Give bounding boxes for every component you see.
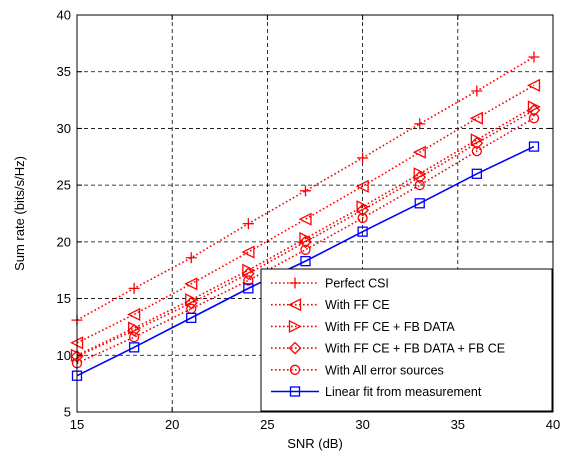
- legend-entry: With All error sources: [271, 363, 444, 377]
- data-point: [127, 307, 141, 322]
- legend-label: With All error sources: [325, 363, 444, 377]
- data-point: [356, 203, 370, 217]
- legend-marker: [288, 341, 302, 355]
- x-tick-label: 25: [260, 417, 274, 432]
- x-tick-label: 35: [451, 417, 465, 432]
- legend-marker: [289, 277, 301, 289]
- data-point: [528, 141, 540, 152]
- x-tick-label: 20: [165, 417, 179, 432]
- x-tick-label: 30: [355, 417, 369, 432]
- data-point: [413, 170, 427, 184]
- data-point: [469, 111, 483, 125]
- data-point: [414, 179, 425, 191]
- legend-marker: [289, 364, 301, 375]
- data-point: [241, 267, 255, 281]
- series-6: [71, 141, 540, 381]
- x-tick-label: 40: [546, 417, 560, 432]
- legend-label: Perfect CSI: [325, 277, 389, 291]
- legend-box: [260, 268, 553, 412]
- data-point: [414, 118, 426, 130]
- data-point: [184, 296, 198, 310]
- series-line: [76, 145, 535, 377]
- y-tick-label: 5: [64, 405, 71, 420]
- y-axis-label: Sum rate (bits/s/Hz): [12, 156, 27, 271]
- series-line: [76, 117, 535, 364]
- data-point: [243, 283, 254, 294]
- data-point: [128, 331, 140, 343]
- legend-entry: With FF CE + FB DATA: [271, 319, 455, 334]
- y-tick-label: 15: [57, 291, 71, 306]
- data-point: [471, 85, 483, 97]
- data-point: [471, 168, 482, 179]
- legend-entry: Linear fit from measurement: [271, 385, 482, 399]
- y-tick-label: 40: [57, 8, 71, 23]
- plot-frame: [76, 14, 554, 413]
- legend-entry: With FF CE + FB DATA + FB CE: [271, 342, 505, 356]
- data-point: [471, 145, 482, 157]
- legend-entry: Perfect CSI: [271, 277, 389, 291]
- data-point: [243, 275, 254, 286]
- data-point: [357, 226, 368, 237]
- data-point: [527, 103, 541, 117]
- data-point: [528, 51, 540, 63]
- data-point: [414, 198, 425, 209]
- y-tick-label: 35: [57, 64, 71, 79]
- data-point: [242, 218, 254, 230]
- y-tick-label: 25: [57, 178, 71, 193]
- series-line: [76, 84, 535, 344]
- legend-marker: [288, 298, 302, 312]
- y-tick-label: 30: [57, 121, 71, 136]
- legend-label: With FF CE + FB DATA + FB CE: [325, 342, 505, 356]
- data-point: [128, 282, 140, 294]
- data-point: [527, 78, 541, 92]
- legend-label: With FF CE + FB DATA: [325, 320, 455, 334]
- data-point: [412, 145, 426, 159]
- legend-label: With FF CE: [325, 298, 390, 312]
- data-point: [186, 312, 197, 324]
- data-point: [299, 185, 311, 197]
- data-point: [299, 235, 312, 249]
- legend-entry: With FF CE: [271, 298, 390, 312]
- x-axis-label: SNR (dB): [287, 436, 343, 451]
- series-line: [76, 106, 535, 357]
- data-point: [300, 255, 311, 267]
- data-point: [128, 342, 140, 353]
- legend-label: Linear fit from measurement: [325, 385, 482, 399]
- data-point: [298, 212, 312, 226]
- y-tick-label: 20: [57, 234, 71, 249]
- series-4: [70, 103, 541, 363]
- data-point: [300, 244, 311, 255]
- series-5: [71, 113, 540, 369]
- axis-ticks: 15 20 25 30 35 40 5 10 15 20 25 30 35 40: [57, 8, 561, 433]
- data-point: [357, 212, 368, 224]
- data-point: [127, 323, 141, 337]
- data-point: [470, 136, 484, 150]
- data-point: [528, 113, 540, 124]
- data-point: [355, 179, 369, 193]
- data-point: [241, 245, 255, 259]
- data-point: [184, 277, 198, 291]
- legend-marker: [288, 319, 302, 333]
- data-point: [185, 252, 197, 264]
- legend: Perfect CSI With FF CE With FF CE + FB DAT…: [260, 268, 553, 412]
- x-tick-label: 15: [70, 417, 84, 432]
- y-tick-label: 10: [57, 348, 71, 363]
- legend-marker: [289, 386, 301, 397]
- data-point: [357, 152, 369, 164]
